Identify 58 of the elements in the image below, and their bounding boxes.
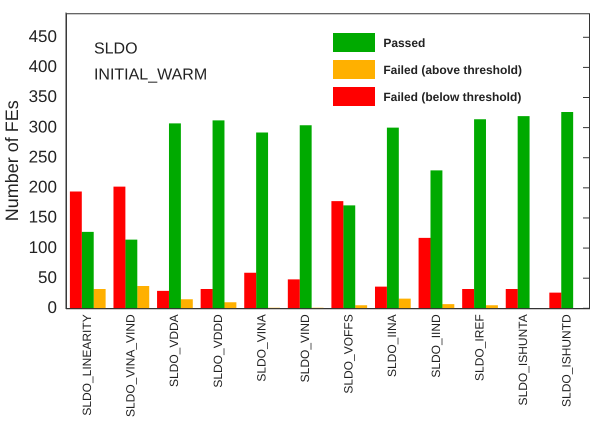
bar xyxy=(462,289,474,308)
bar xyxy=(125,240,138,308)
bar xyxy=(474,119,486,308)
legend-label: Failed (below threshold) xyxy=(383,90,522,104)
y-tick-label: 200 xyxy=(28,178,57,197)
y-tick-label: 0 xyxy=(47,298,57,317)
x-tick-label: SLDO_IIND xyxy=(428,314,443,378)
y-tick-label: 250 xyxy=(28,147,57,166)
bar xyxy=(343,205,356,308)
bar xyxy=(300,125,312,308)
bar xyxy=(331,201,344,308)
bar xyxy=(256,132,268,308)
bar xyxy=(180,299,193,308)
bar xyxy=(137,286,150,308)
bar xyxy=(506,289,518,308)
bar xyxy=(157,290,169,308)
x-tick-label: SLDO_IINA xyxy=(385,314,400,377)
x-tick-label: SLDO_VDDA xyxy=(167,314,182,387)
annotation: INITIAL_WARM xyxy=(94,66,208,84)
x-tick-label: SLDO_VOFFS xyxy=(342,314,356,394)
bar xyxy=(113,186,126,308)
bar xyxy=(212,120,224,308)
bar xyxy=(244,272,256,308)
bar xyxy=(82,232,94,308)
bar xyxy=(288,279,300,308)
bar xyxy=(168,123,181,308)
annotation: SLDO xyxy=(94,40,138,58)
x-tick-label: SLDO_VINA xyxy=(254,314,268,382)
bar xyxy=(518,116,530,308)
bar xyxy=(430,170,442,308)
x-tick-label: SLDO_VIND xyxy=(298,314,312,382)
bar xyxy=(418,238,430,308)
y-tick-label: 50 xyxy=(38,268,57,287)
y-axis-title: Number of FEs xyxy=(2,100,22,222)
bar xyxy=(94,289,106,308)
x-tick-label: SLDO_IREF xyxy=(472,314,486,381)
x-tick-label: SLDO_ISHUNTA xyxy=(516,314,530,406)
y-tick-label: 300 xyxy=(28,117,57,136)
bar xyxy=(442,304,454,308)
y-tick-label: 150 xyxy=(28,208,57,227)
x-tick-label: SLDO_VINA_VIND xyxy=(124,314,138,417)
bar xyxy=(398,298,411,308)
x-tick-label: SLDO_VDDD xyxy=(210,314,225,388)
y-tick-label: 450 xyxy=(28,26,57,46)
x-tick-label: SLDO_ISHUNTD xyxy=(560,314,574,407)
x-tick-label: SLDO_LINEARITY xyxy=(80,314,94,416)
legend-label: Passed xyxy=(383,36,426,50)
bar xyxy=(70,191,82,308)
bar xyxy=(561,112,574,308)
bar xyxy=(224,302,236,308)
bar xyxy=(200,289,213,308)
bar xyxy=(386,128,399,308)
legend-label: Failed (above threshold) xyxy=(383,62,522,76)
bar xyxy=(549,292,562,308)
y-tick-label: 100 xyxy=(28,238,57,257)
bar xyxy=(374,286,387,308)
y-tick-label: 350 xyxy=(28,87,57,106)
y-tick-label: 400 xyxy=(28,57,57,76)
